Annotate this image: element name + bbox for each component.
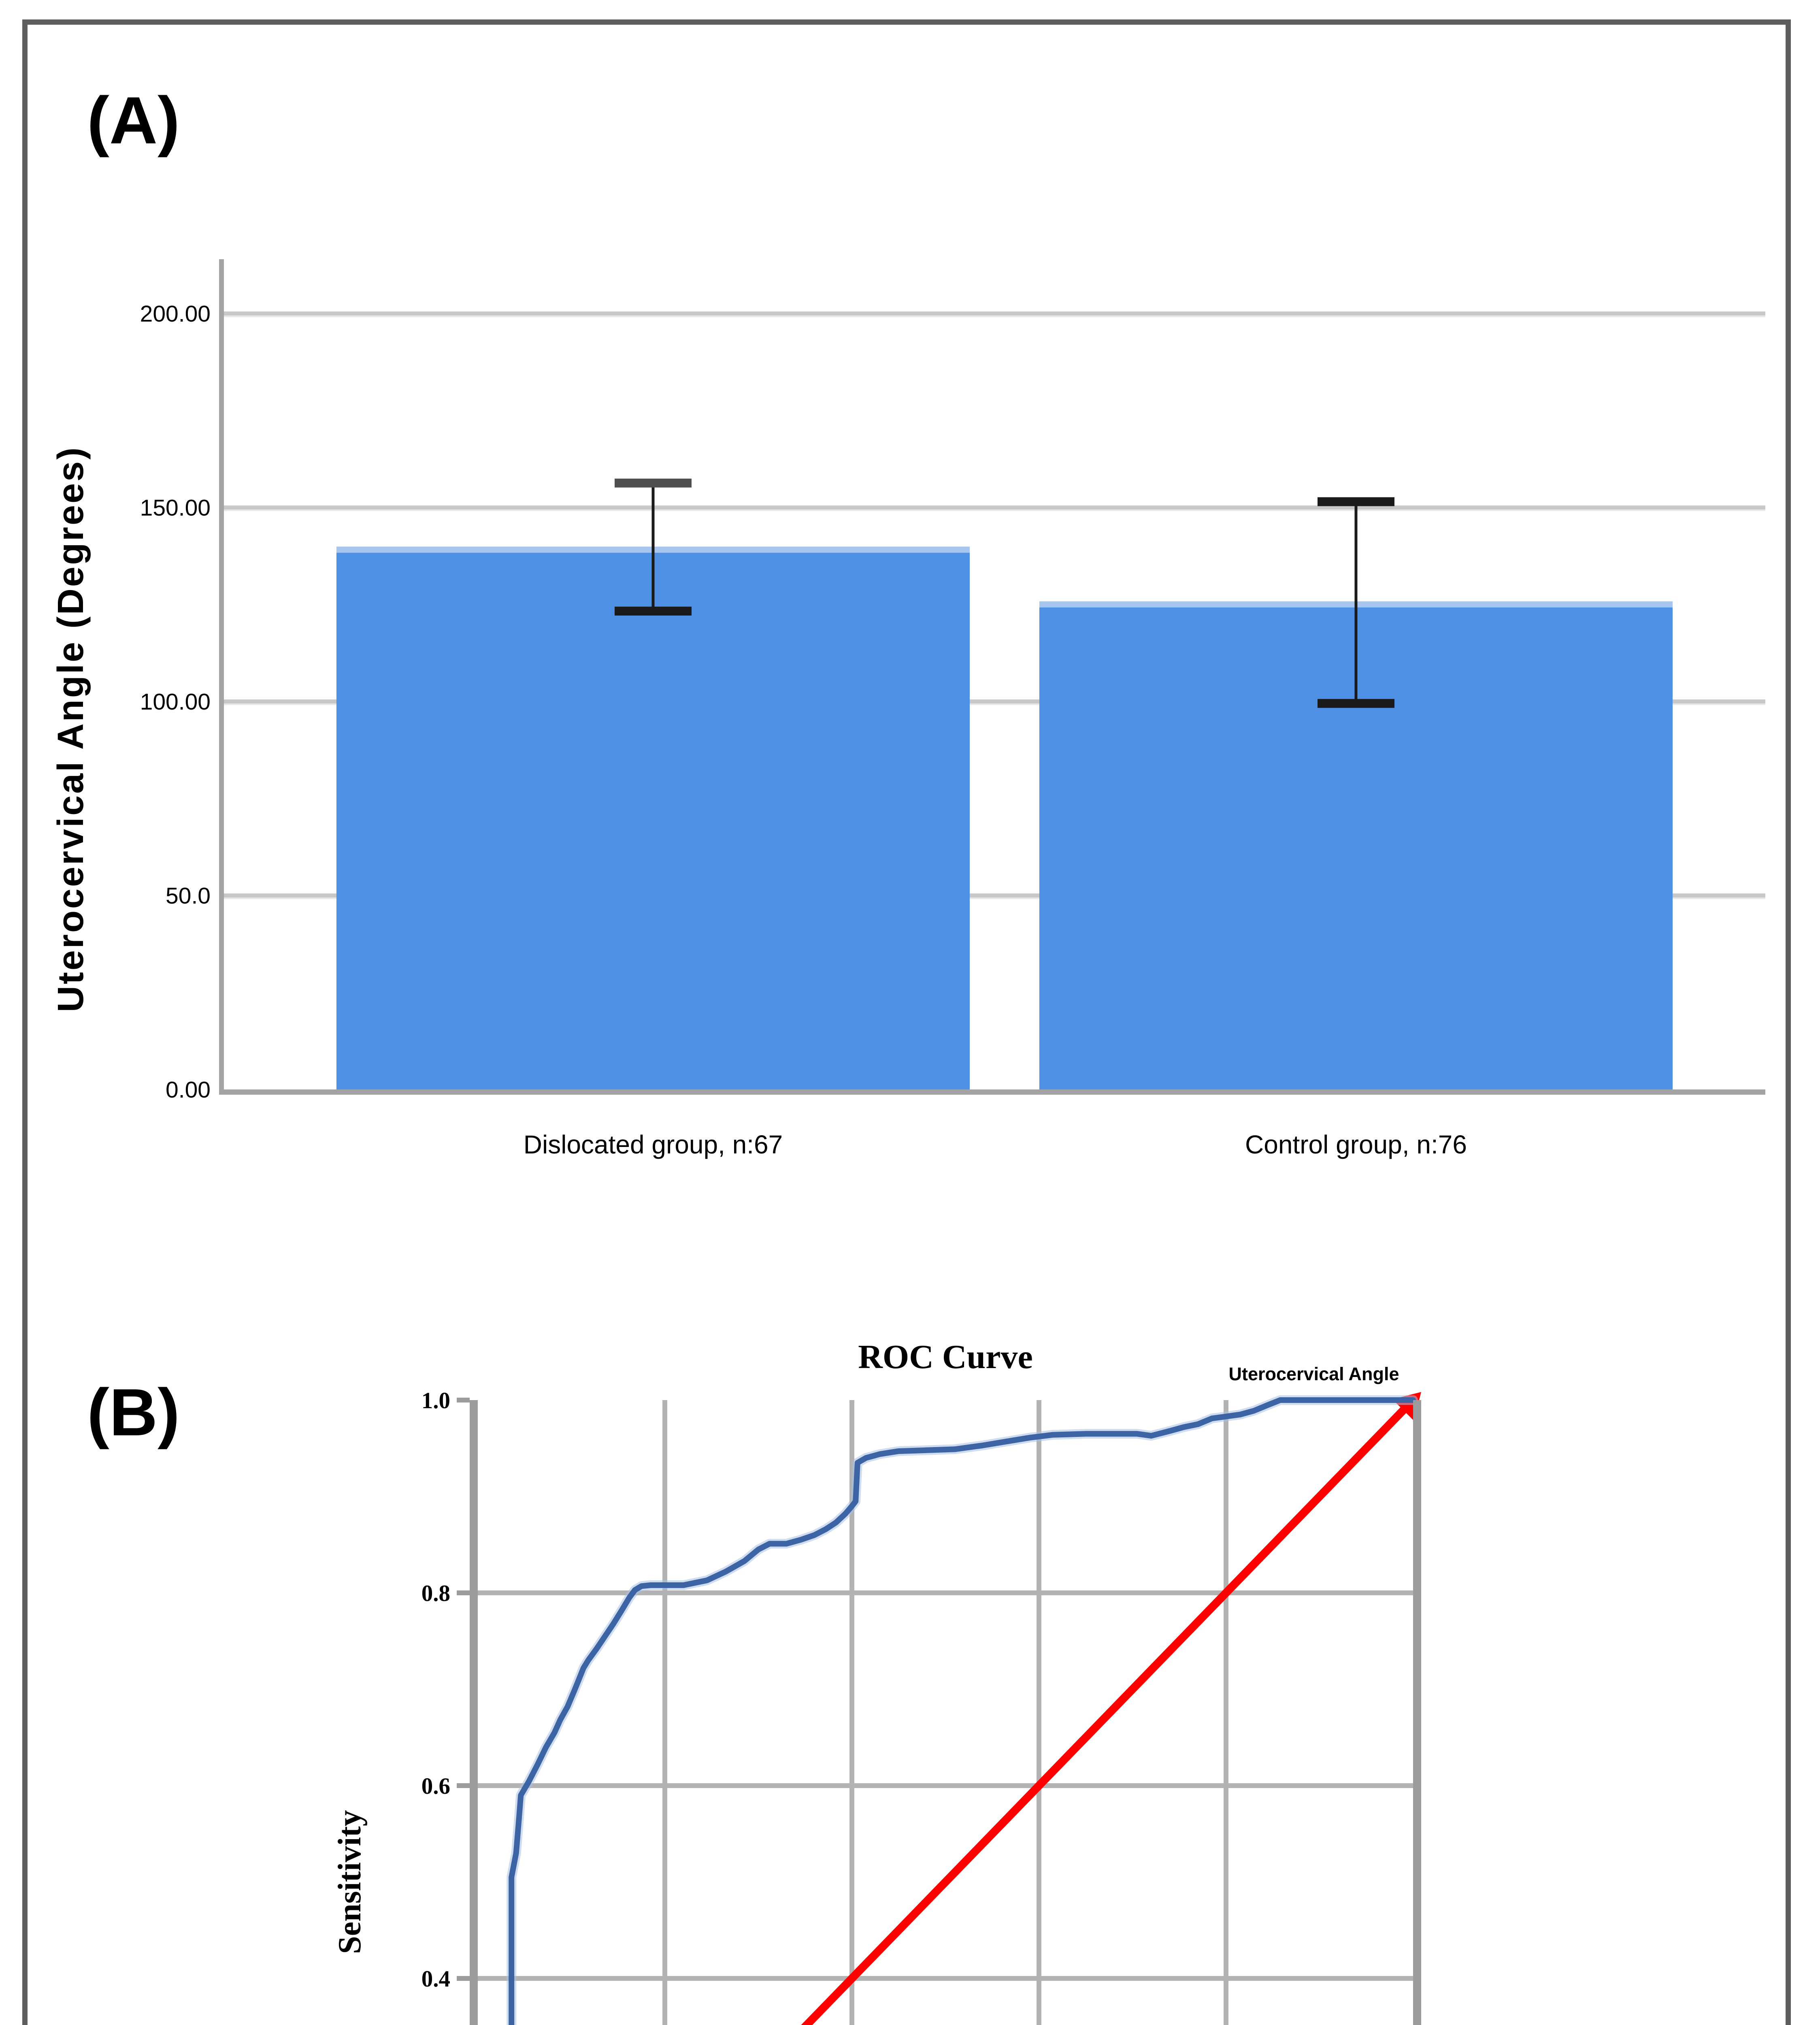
error-bar-line [651,483,655,611]
grid-line-shadow [224,315,1765,318]
grid-line [224,311,1765,316]
grid-line-vertical [849,1400,854,2025]
error-bar-cap-top [615,478,692,488]
error-bar-cap-bottom [615,606,692,616]
y-axis-line [219,259,224,1089]
y-tick-mark [457,1398,470,1403]
y-tick-label: 150.00 [140,495,211,521]
y-tick-mark [457,1783,470,1788]
grid-line-vertical [1037,1400,1041,2025]
bar-chart-category-label-control: Control group, n:76 [1245,1130,1467,1159]
right-frame-line [1413,1400,1421,2025]
y-tick-label: 50.0 [166,883,211,909]
grid-line [224,505,1765,510]
grid-line-shadow [224,897,1765,900]
bar-chart-y-axis-title: Uterocervical Angle (Degrees) [51,446,91,1012]
y-tick-mark [457,1976,470,1981]
panel-b-label: (B) [87,1375,180,1449]
grid-line-shadow [224,703,1765,706]
roc-curve [509,1397,1416,2025]
grid-line [224,893,1765,898]
panel-a-label: (A) [87,83,180,158]
error-bar-cap-bottom [1318,699,1394,708]
roc-chart-title: ROC Curve [858,1338,1033,1376]
reference-line [801,1397,1416,2025]
roc-y-axis-title: Sensitivity [332,1810,368,1954]
grid-line [224,699,1765,704]
bar-chart-category-label-dislocated: Dislocated group, n:67 [524,1130,783,1159]
y-tick-label: 1.0 [421,1388,450,1413]
y-axis-line [470,1400,478,2025]
error-bar-cap-top [1318,497,1394,506]
y-tick-label: 100.00 [140,689,211,715]
grid-line-vertical [662,1400,667,2025]
x-axis-line [219,1089,1765,1095]
error-bar-line [1354,501,1358,703]
y-tick-mark [457,1590,470,1595]
y-tick-label: 0.6 [421,1773,450,1799]
y-tick-label: 0.00 [166,1077,211,1103]
roc-chart-panel: 0.00.20.40.60.81.00.00.20.40.60.81.0 ROC… [332,1338,1421,2025]
grid-line-shadow [224,509,1765,512]
grid-line-horizontal [478,1590,1413,1595]
bar-chart-panel: 0.00 50.0 100.00 150.00 200.00 Uterocervical… [51,259,1765,1159]
roc-legend-label: Uterocervical Angle [1229,1364,1399,1384]
roc-curve-halo [507,1395,1418,2025]
y-tick-label: 200.00 [140,301,211,327]
y-tick-label: 0.4 [421,1966,450,1992]
grid-line-vertical [1224,1400,1228,2025]
grid-line-horizontal [478,1783,1413,1788]
y-tick-label: 0.8 [421,1581,450,1606]
grid-line-horizontal [478,1976,1413,1981]
bar [336,546,970,1089]
